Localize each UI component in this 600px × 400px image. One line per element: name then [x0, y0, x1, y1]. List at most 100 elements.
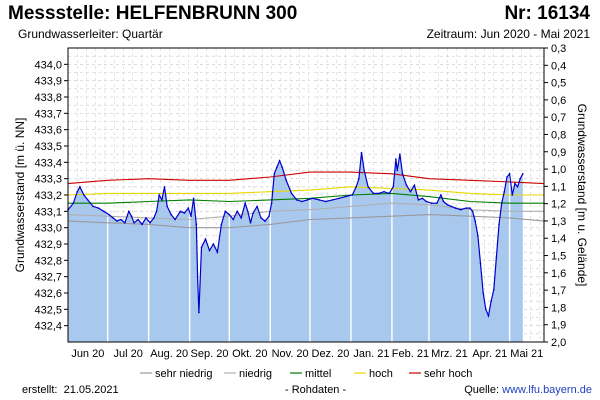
groundwater-point — [97, 207, 100, 209]
groundwater-point — [190, 215, 192, 217]
groundwater-point — [306, 199, 309, 201]
groundwater-point — [72, 202, 75, 204]
x-tick-label: Jul 20 — [113, 348, 142, 360]
groundwater-point — [112, 217, 114, 219]
groundwater-point — [495, 256, 498, 258]
groundwater-point — [338, 197, 340, 200]
chart-legend: sehr niedrig niedrig mittel hoch sehr hoch — [140, 368, 472, 380]
groundwater-point — [482, 292, 485, 294]
groundwater-point — [108, 213, 110, 216]
groundwater-point — [155, 210, 158, 213]
y-tick-label: 433,4 — [34, 157, 62, 169]
groundwater-point — [278, 159, 281, 162]
groundwater-point — [383, 190, 385, 193]
groundwater-point — [290, 192, 293, 195]
y-tick-label: 433,9 — [34, 76, 62, 88]
groundwater-point — [228, 213, 231, 216]
groundwater-point — [459, 208, 462, 211]
groundwater-point — [92, 205, 94, 208]
y2-tick-label: 0,9 — [551, 147, 566, 159]
groundwater-point — [79, 186, 81, 188]
line-sehr-hoch — [67, 171, 545, 185]
groundwater-point — [133, 222, 135, 224]
groundwater-point — [236, 210, 238, 213]
y-tick-label: 432,5 — [34, 304, 62, 316]
groundwater-point — [174, 218, 176, 221]
groundwater-point — [469, 207, 471, 209]
groundwater-point — [413, 184, 416, 186]
x-tick-label: Okt. 20 — [232, 348, 267, 360]
groundwater-point — [195, 223, 198, 226]
y2-tick-label: 1,6 — [551, 268, 566, 280]
groundwater-point — [137, 218, 139, 221]
groundwater-point — [421, 197, 424, 200]
groundwater-point — [192, 197, 195, 200]
station-number: Nr: 16134 — [504, 3, 590, 24]
groundwater-point — [247, 210, 249, 213]
groundwater-point — [268, 215, 270, 217]
y-tick-label: 434,0 — [34, 59, 62, 71]
y-tick-label: 433,0 — [34, 223, 62, 235]
legend-label-sehr-niedrig: sehr niedrig — [155, 368, 212, 380]
groundwater-point — [124, 222, 126, 224]
y2-tick-label: 0,8 — [551, 129, 566, 141]
groundwater-point — [485, 308, 487, 311]
source-link[interactable]: www.lfu.bayern.de — [502, 384, 592, 396]
y2-tick-label: 0,7 — [551, 112, 566, 124]
y-tick-label: 433,1 — [34, 206, 62, 218]
groundwater-point — [358, 177, 360, 180]
groundwater-point — [158, 194, 160, 196]
y-tick-label: 432,4 — [34, 321, 62, 333]
groundwater-point — [367, 186, 369, 188]
y2-tick-label: 0,3 — [551, 43, 566, 55]
legend-label-niedrig: niedrig — [239, 368, 272, 380]
groundwater-point — [442, 200, 445, 203]
groundwater-point — [355, 186, 358, 188]
line-niedrig — [67, 202, 544, 221]
y2-tick-label: 0,4 — [551, 60, 566, 72]
groundwater-point — [479, 262, 482, 265]
line-sehr-niedrig — [67, 214, 545, 229]
groundwater-point — [141, 223, 143, 226]
groundwater-point — [392, 186, 395, 188]
groundwater-point — [187, 207, 190, 209]
legend-label-sehr-hoch: sehr hoch — [424, 368, 472, 380]
groundwater-point — [153, 217, 155, 219]
x-tick-label: Mrz. 21 — [431, 348, 468, 360]
legend-label-hoch: hoch — [369, 368, 393, 380]
groundwater-point — [249, 222, 252, 224]
groundwater-point — [516, 186, 519, 188]
y-tick-label: 433,3 — [34, 174, 62, 186]
groundwater-point — [76, 190, 79, 193]
groundwater-point — [145, 217, 147, 219]
line-mittel — [68, 192, 544, 204]
x-tick-label: Jan. 21 — [353, 348, 389, 360]
groundwater-point — [204, 238, 207, 240]
y-tick-label: 433,5 — [34, 141, 62, 153]
y2-tick-label: 1,0 — [551, 164, 566, 176]
y2-tick-label: 1,8 — [551, 302, 566, 314]
y-tick-label: 432,9 — [34, 239, 62, 251]
legend-label-mittel: mittel — [305, 368, 331, 380]
groundwater-point — [395, 158, 397, 160]
groundwater-point — [285, 179, 288, 182]
station-title: Messstelle: HELFENBRUNN 300 — [8, 3, 298, 24]
y-tick-label: 433,8 — [34, 92, 62, 104]
groundwater-point — [256, 205, 258, 208]
groundwater-point — [519, 177, 521, 180]
groundwater-point — [522, 173, 524, 175]
groundwater-point — [276, 166, 278, 168]
groundwater-point — [363, 169, 366, 172]
period-label: Zeitraum: Jun 2020 - Mai 2021 — [426, 27, 590, 41]
groundwater-point — [399, 153, 401, 155]
groundwater-point — [477, 235, 479, 237]
groundwater-point — [240, 217, 242, 219]
groundwater-point — [377, 192, 380, 195]
groundwater-point — [130, 215, 133, 217]
aquifer-label: Grundwasserleiter: Quartär — [18, 27, 163, 41]
y2-tick-label: 1,9 — [551, 320, 566, 332]
groundwater-point — [224, 210, 227, 213]
groundwater-point — [417, 199, 420, 201]
groundwater-point — [87, 199, 89, 201]
